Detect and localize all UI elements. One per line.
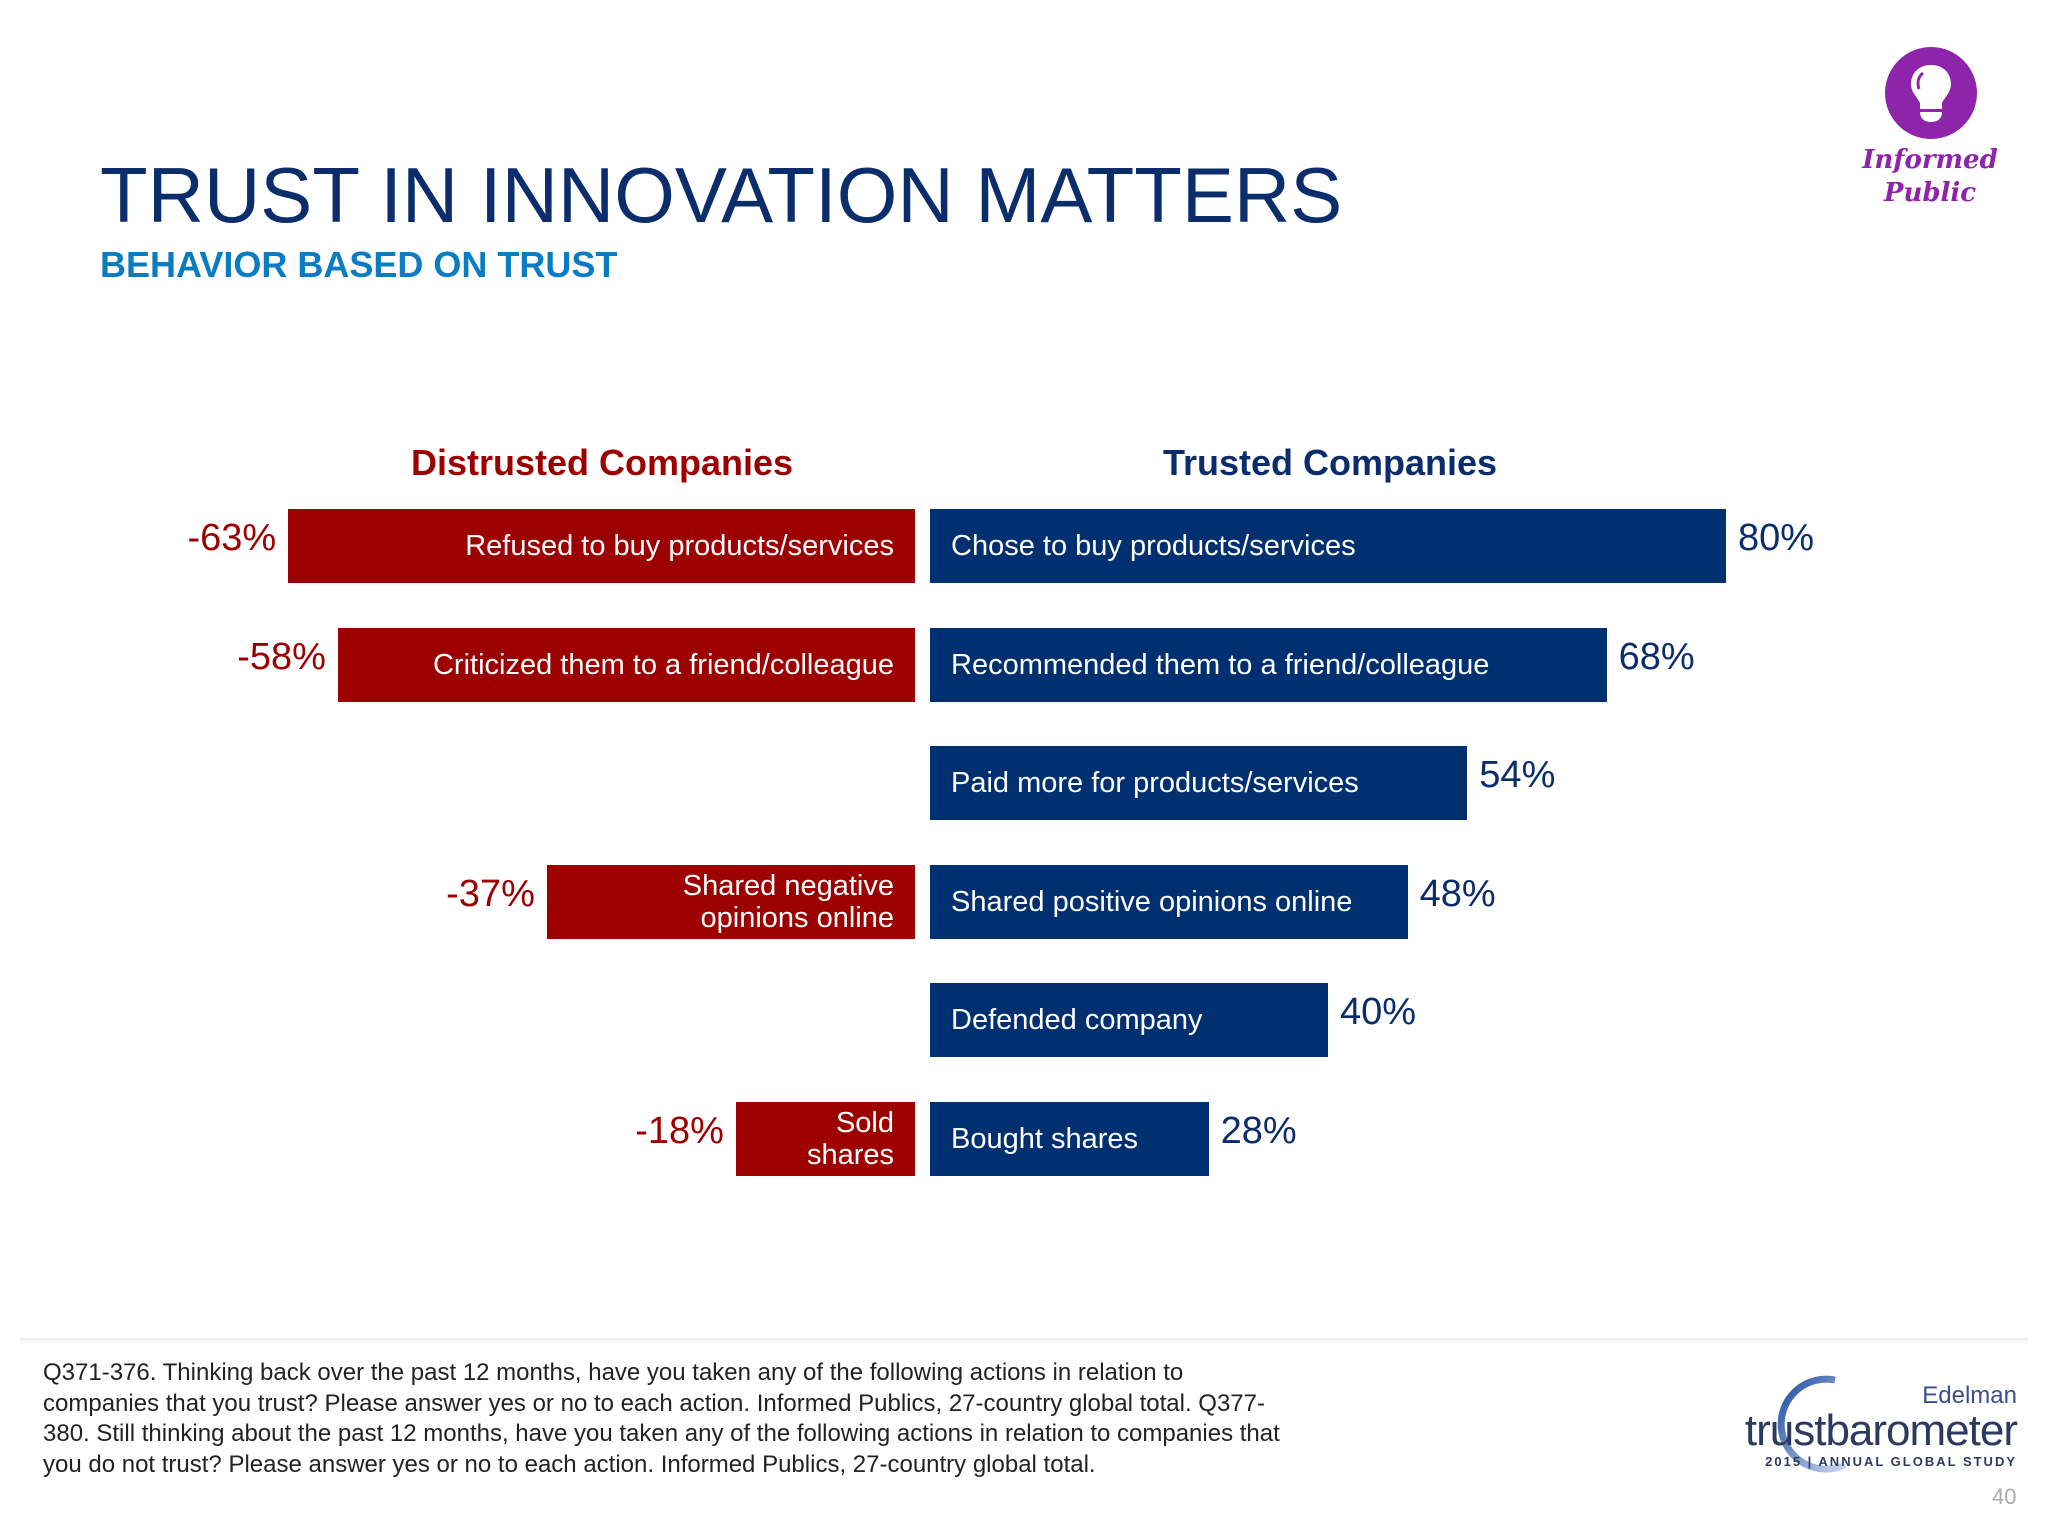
badge-label: Informed Public [1830, 144, 2030, 210]
lightbulb-icon [1911, 65, 1951, 122]
page-title: TRUST IN INNOVATION MATTERS [100, 151, 1343, 239]
trusted-header: Trusted Companies [1162, 442, 1498, 483]
bar-label: Refused to buy products/services [465, 530, 894, 562]
value-label: 48% [1419, 872, 1496, 915]
distrusted-bar: Sold shares [735, 1101, 915, 1176]
trustbarometer-logo: Edelman trustbarometer 2015 | ANNUAL GLO… [1745, 1370, 2025, 1480]
bar-label: Defended company [951, 1004, 1203, 1036]
value-label: 40% [1340, 991, 1417, 1033]
value-label: -18% [635, 1109, 724, 1152]
bar-label: Shared negative opinions online [682, 869, 894, 934]
trusted-bar: Bought shares [930, 1101, 1209, 1176]
trusted-bar: Chose to buy products/services [930, 509, 1726, 583]
bar-label: Paid more for products/services [951, 767, 1359, 799]
badge-label-line1: Informed [1862, 145, 1998, 175]
trusted-bar: Paid more for products/services [930, 746, 1468, 820]
bar-label: Bought shares [951, 1122, 1139, 1155]
bar-label: Recommended them to a friend/colleague [951, 648, 1490, 681]
logo-name: trustbarometer [1744, 1406, 2018, 1455]
distrusted-bar: Criticized them to a friend/colleague [337, 627, 915, 702]
value-label: -63% [187, 517, 277, 559]
value-label: -37% [446, 872, 535, 915]
distrusted-header: Distrusted Companies [410, 442, 794, 483]
distrusted-bar: Shared negative opinions online [546, 864, 915, 939]
bar-label: Sold shares [806, 1106, 894, 1171]
distrusted-bar: Refused to buy products/services [288, 509, 915, 583]
bar-label: Shared positive opinions online [951, 885, 1353, 918]
bar-label: Criticized them to a friend/colleague [432, 648, 894, 681]
bar-label: Chose to buy products/services [951, 530, 1356, 562]
logo-ring-icon [1777, 1375, 1847, 1473]
footer-divider [20, 1338, 2028, 1344]
value-label: 68% [1618, 635, 1695, 678]
trusted-bar: Recommended them to a friend/colleague [930, 627, 1607, 702]
trusted-bar: Shared positive opinions online [930, 864, 1408, 939]
value-label: -58% [237, 635, 326, 678]
value-label: 28% [1220, 1109, 1297, 1152]
value-label: 80% [1738, 517, 1815, 559]
value-label: 54% [1479, 754, 1556, 796]
badge-label-line2: Public [1883, 178, 1977, 208]
logo-brand: Edelman [1922, 1382, 2017, 1409]
page-number: 40 [1992, 1484, 2017, 1509]
trusted-bar: Defended company [930, 983, 1328, 1057]
page-subtitle: BEHAVIOR BASED ON TRUST [100, 244, 618, 285]
footer-note: Q371-376. Thinking back over the past 12… [43, 1359, 1280, 1479]
informed-public-badge [1885, 47, 1977, 139]
logo-tagline: 2015 | ANNUAL GLOBAL STUDY [1765, 1454, 2017, 1469]
